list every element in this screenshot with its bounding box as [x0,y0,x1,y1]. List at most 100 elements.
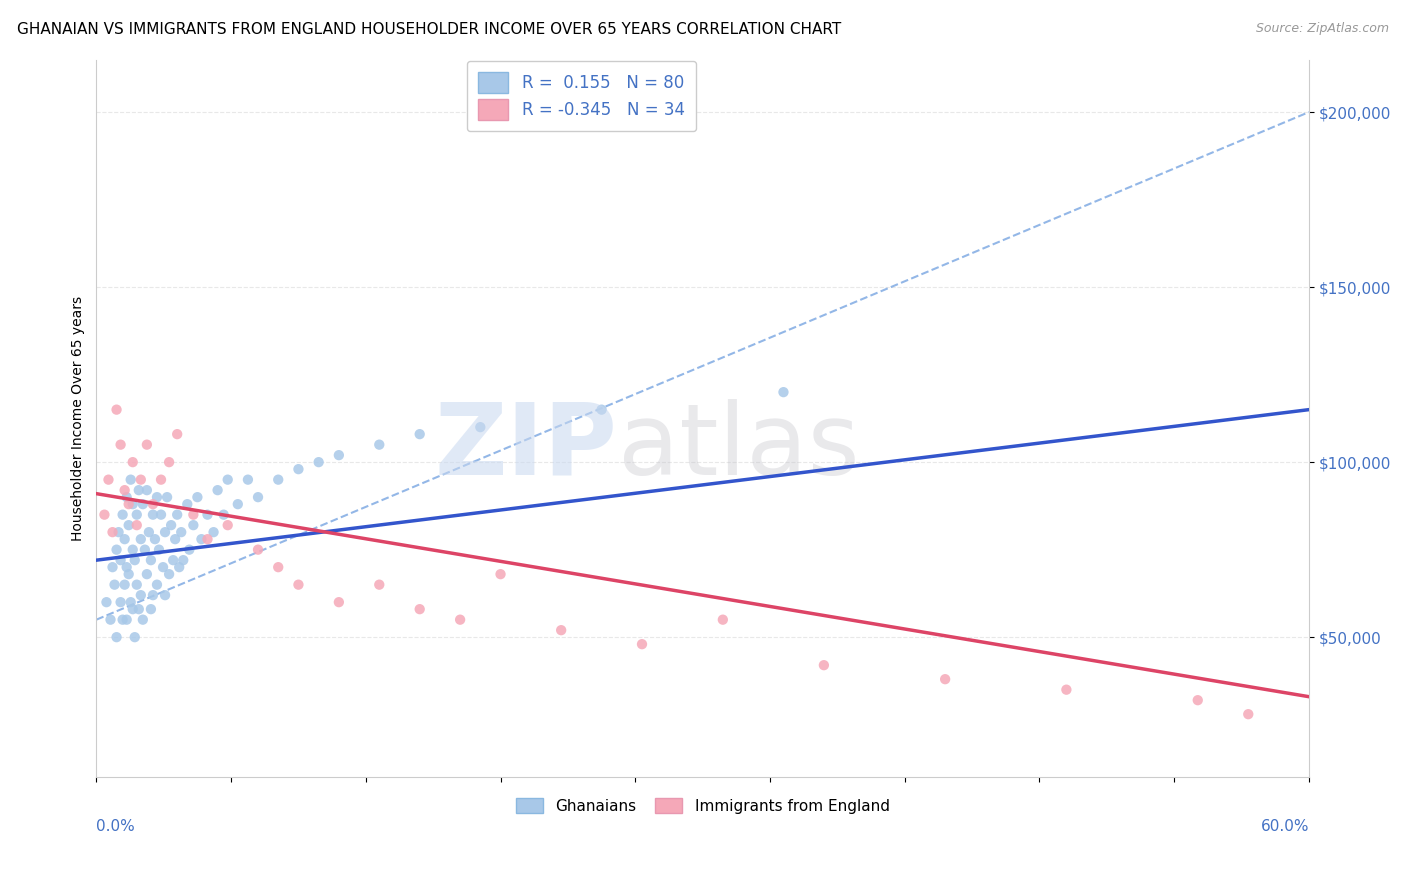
Point [134,542,156,557]
Point [202,525,225,540]
Point [96,595,118,609]
Point [489,567,512,582]
Point [197,532,219,546]
Point [591,402,613,417]
Point [132,613,155,627]
Point [111,613,134,627]
Point [129,473,152,487]
Point [368,437,391,451]
Point [172,553,194,567]
Point [110,595,132,609]
Point [368,577,391,591]
Point [153,588,176,602]
Point [328,595,350,609]
Point [308,455,330,469]
Text: atlas: atlas [617,399,859,496]
Point [120,473,142,487]
Point [165,532,187,546]
Point [111,508,134,522]
Point [114,577,136,591]
Point [132,497,155,511]
Point [470,420,492,434]
Point [197,508,219,522]
Point [167,560,190,574]
Point [157,455,180,469]
Point [121,497,143,511]
Point [1187,693,1209,707]
Point [115,613,138,627]
Point [183,518,205,533]
Point [125,508,148,522]
Point [236,473,259,487]
Point [143,532,166,546]
Point [124,630,146,644]
Point [328,448,350,462]
Point [129,532,152,546]
Point [125,577,148,591]
Point [138,525,160,540]
Point [101,525,124,540]
Point [118,567,141,582]
Point [1054,682,1077,697]
Point [160,518,183,533]
Text: 0.0%: 0.0% [97,819,135,834]
Point [550,623,572,637]
Point [121,455,143,469]
Point [128,602,150,616]
Point [212,508,235,522]
Text: 60.0%: 60.0% [1260,819,1309,834]
Point [142,588,165,602]
Point [226,497,249,511]
Point [93,508,115,522]
Point [409,427,432,442]
Point [247,490,270,504]
Point [166,508,188,522]
Point [409,602,432,616]
Point [115,490,138,504]
Point [146,577,169,591]
Point [156,490,179,504]
Point [287,462,309,476]
Point [152,560,174,574]
Point [139,553,162,567]
Point [183,508,205,522]
Text: ZIP: ZIP [434,399,617,496]
Point [115,560,138,574]
Point [166,427,188,442]
Point [190,532,212,546]
Point [186,490,208,504]
Point [772,385,794,400]
Point [105,402,128,417]
Point [142,508,165,522]
Point [118,518,141,533]
Point [287,577,309,591]
Point [101,560,124,574]
Point [207,483,229,498]
Point [170,525,193,540]
Point [97,473,120,487]
Point [120,595,142,609]
Y-axis label: Householder Income Over 65 years: Householder Income Over 65 years [72,296,86,541]
Point [103,577,125,591]
Point [121,542,143,557]
Point [118,497,141,511]
Point [267,560,290,574]
Point [135,567,157,582]
Point [110,437,132,451]
Point [139,602,162,616]
Point [124,553,146,567]
Point [179,542,201,557]
Point [142,497,165,511]
Point [631,637,654,651]
Point [162,553,184,567]
Text: Source: ZipAtlas.com: Source: ZipAtlas.com [1256,22,1389,36]
Point [125,518,148,533]
Point [114,483,136,498]
Point [105,542,128,557]
Point [128,483,150,498]
Point [247,542,270,557]
Point [110,553,132,567]
Point [150,473,173,487]
Point [217,473,239,487]
Point [121,602,143,616]
